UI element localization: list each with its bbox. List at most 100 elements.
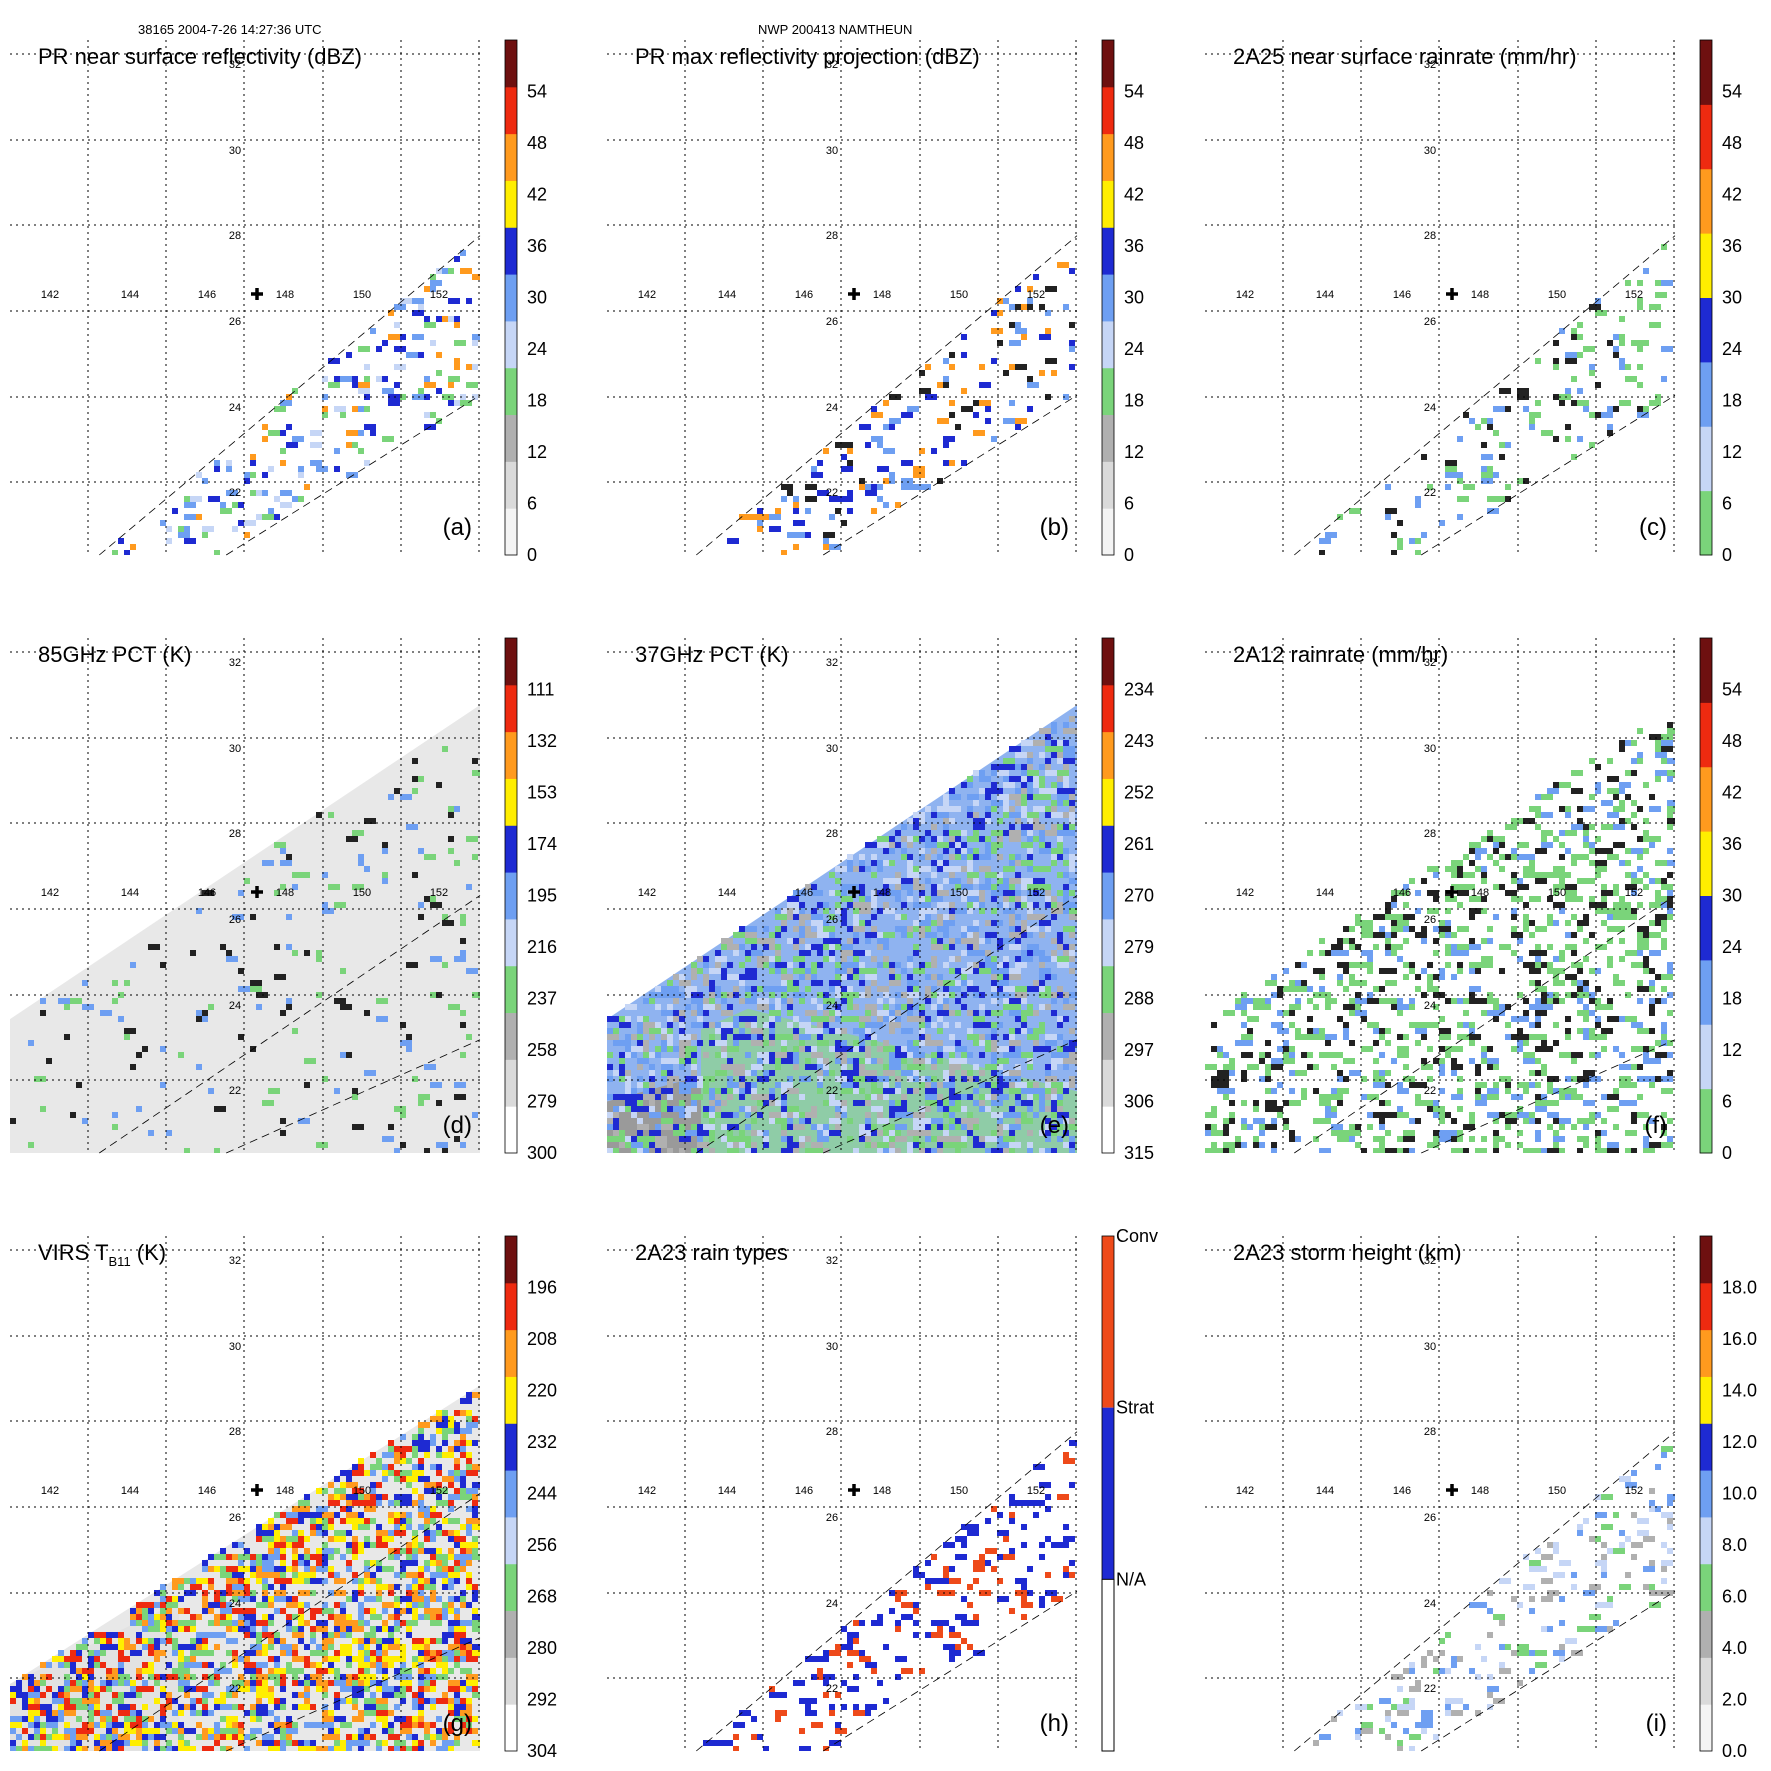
field-cell (364, 1656, 370, 1662)
field-cell (1565, 436, 1571, 442)
field-cell (1607, 430, 1613, 436)
field-cell (907, 890, 913, 896)
field-cell (1033, 902, 1039, 908)
field-cell (901, 1052, 907, 1058)
field-cell (334, 1088, 340, 1094)
field-cell (1045, 1094, 1051, 1100)
field-cell (148, 1644, 154, 1650)
field-cell (286, 998, 292, 1004)
header-orbit-time: 38165 2004-7-26 14:27:36 UTC (138, 22, 322, 37)
field-cell (1457, 884, 1469, 890)
field-cell (937, 1016, 943, 1022)
field-cell (835, 1028, 841, 1034)
field-cell (1319, 1028, 1325, 1034)
field-cell (817, 1064, 823, 1070)
field-cell (1217, 1070, 1229, 1076)
field-cell (775, 508, 781, 514)
field-cell (226, 1566, 232, 1572)
field-cell (1211, 1082, 1223, 1088)
field-cell (625, 1034, 631, 1040)
field-cell (907, 1004, 913, 1010)
field-cell (817, 1076, 823, 1082)
field-cell (829, 956, 835, 962)
field-cell (805, 508, 811, 514)
field-cell (460, 1554, 472, 1560)
field-cell (913, 920, 919, 926)
field-cell (727, 974, 739, 980)
field-cell (931, 448, 937, 454)
field-cell (1445, 944, 1451, 950)
field-cell (967, 1124, 973, 1130)
field-cell (292, 950, 298, 956)
field-cell (442, 1650, 454, 1656)
field-cell (697, 1040, 703, 1046)
field-cell (715, 1094, 721, 1100)
field-cell (1289, 1046, 1295, 1052)
field-cell (1493, 1094, 1499, 1100)
field-cell (448, 1578, 454, 1584)
field-cell (1601, 1028, 1613, 1034)
field-cell (1003, 782, 1009, 788)
field-cell (1015, 752, 1027, 758)
field-cell (298, 1536, 304, 1542)
field-cell (1547, 962, 1553, 968)
field-cell (1397, 944, 1403, 950)
field-cell (1027, 932, 1033, 938)
field-cell (1493, 1118, 1499, 1124)
field-cell (394, 346, 406, 352)
colorbar-label: 54 (1124, 82, 1144, 102)
field-cell (436, 1100, 442, 1106)
field-cell (823, 448, 829, 454)
field-cell (997, 1058, 1009, 1064)
field-cell (1205, 1148, 1217, 1153)
field-cell (787, 1088, 799, 1094)
field-cell (1063, 1118, 1069, 1124)
field-cell (1033, 776, 1039, 782)
field-cell (931, 812, 937, 818)
field-cell (1469, 968, 1475, 974)
field-cell (244, 1650, 256, 1656)
field-cell (1667, 1136, 1673, 1142)
field-cell (406, 1620, 418, 1626)
field-cell (442, 1638, 448, 1644)
field-cell (436, 1452, 442, 1458)
field-cell (967, 776, 973, 782)
field-cell (907, 896, 913, 902)
field-cell (1457, 968, 1463, 974)
field-cell (625, 1088, 631, 1094)
field-cell (841, 884, 853, 890)
field-cell (625, 1004, 637, 1010)
field-cell (877, 932, 883, 938)
field-cell (679, 1022, 685, 1028)
field-cell (895, 992, 901, 998)
field-cell (1571, 1088, 1577, 1094)
field-cell (823, 1022, 829, 1028)
field-cell (1229, 1100, 1235, 1106)
field-cell (823, 1028, 829, 1034)
field-cell (871, 1094, 877, 1100)
field-cell (865, 1136, 871, 1142)
field-cell (919, 1004, 925, 1010)
field-cell (1009, 830, 1021, 836)
field-cell (1039, 764, 1045, 770)
field-cell (1559, 1052, 1571, 1058)
field-cell (1009, 1124, 1021, 1130)
lat-label: 22 (826, 1085, 838, 1097)
field-cell (967, 980, 973, 986)
field-cell (991, 800, 1003, 806)
field-cell (973, 968, 979, 974)
field-cell (1027, 1100, 1033, 1106)
field-cell (805, 932, 817, 938)
field-cell (340, 1578, 346, 1584)
field-cell (1057, 812, 1063, 818)
field-cell (829, 1070, 835, 1076)
field-cell (280, 1524, 286, 1530)
field-cell (1051, 830, 1057, 836)
field-cell (709, 1094, 715, 1100)
field-cell (811, 1064, 817, 1070)
field-cell (466, 1572, 472, 1578)
field-cell (1247, 1034, 1253, 1040)
field-cell (370, 1070, 376, 1076)
field-cell (715, 1100, 721, 1106)
field-cell (745, 1052, 751, 1058)
